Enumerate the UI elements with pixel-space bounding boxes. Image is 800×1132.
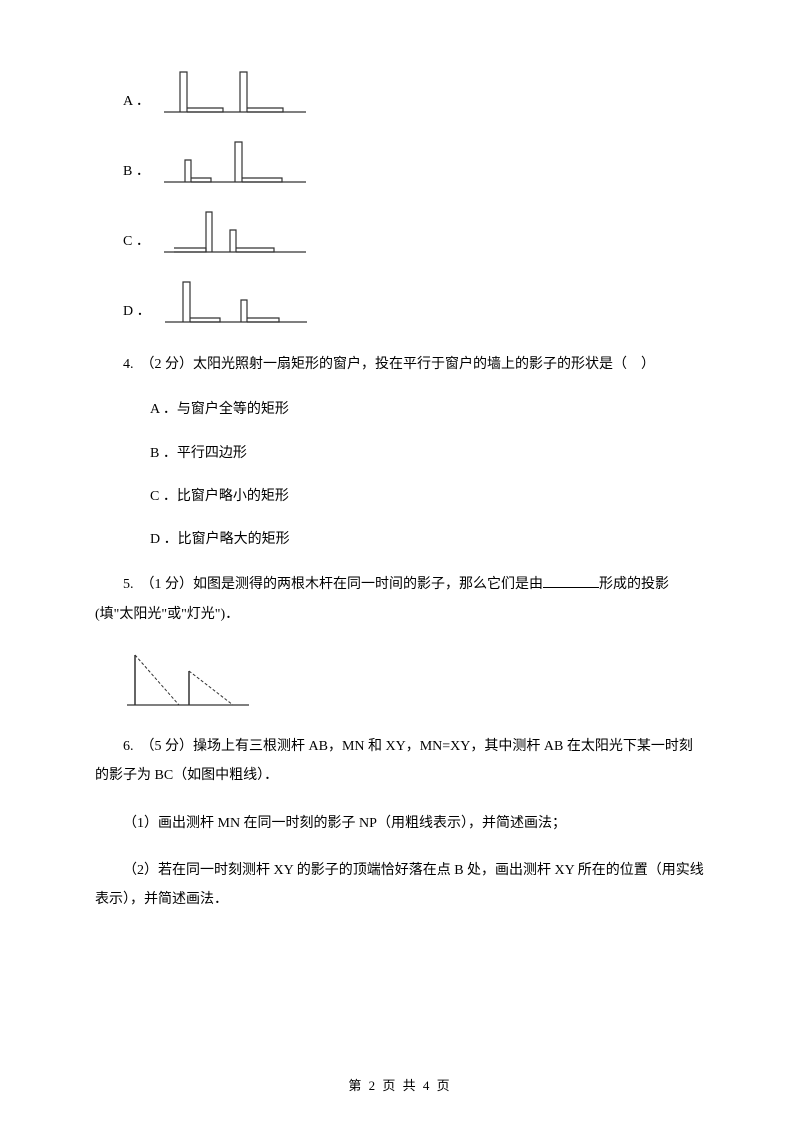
q4-option-d: D ．比窗户略大的矩形 bbox=[95, 527, 705, 552]
q4-option-c: C ．比窗户略小的矩形 bbox=[95, 484, 705, 509]
q5-figure bbox=[123, 647, 253, 712]
q6-part1: （1）画出测杆 MN 在同一时刻的影子 NP（用粗线表示），并简述画法； bbox=[95, 809, 705, 838]
option-d-row: D ． bbox=[95, 280, 705, 330]
option-c-figure bbox=[160, 210, 310, 260]
q6-part2: （2）若在同一时刻测杆 XY 的影子的顶端恰好落在点 B 处，画出测杆 XY 所… bbox=[95, 856, 705, 915]
option-c-row: C ． bbox=[95, 210, 705, 260]
option-b-figure bbox=[160, 140, 310, 190]
option-b-row: B ． bbox=[95, 140, 705, 190]
option-d-figure bbox=[161, 280, 311, 330]
option-a-row: A ． bbox=[95, 70, 705, 120]
option-a-label: A ． bbox=[123, 89, 150, 120]
option-d-label: D ． bbox=[123, 299, 151, 330]
page-footer: 第 2 页 共 4 页 bbox=[0, 1074, 800, 1097]
q5-stem: 5. （1 分）如图是测得的两根木杆在同一时间的影子，那么它们是由形成的投影(填… bbox=[95, 570, 705, 629]
q4-option-b: B ．平行四边形 bbox=[95, 441, 705, 466]
option-b-label: B ． bbox=[123, 159, 150, 190]
q5-blank bbox=[543, 574, 599, 588]
option-c-label: C ． bbox=[123, 229, 150, 260]
option-a-figure bbox=[160, 70, 310, 120]
q4-option-a: A ．与窗户全等的矩形 bbox=[95, 397, 705, 422]
q5-stem-pre: 5. （1 分）如图是测得的两根木杆在同一时间的影子，那么它们是由 bbox=[123, 577, 543, 592]
q4-stem: 4. （2 分）太阳光照射一扇矩形的窗户，投在平行于窗户的墙上的影子的形状是（ … bbox=[95, 350, 705, 379]
q6-stem: 6. （5 分）操场上有三根测杆 AB，MN 和 XY，MN=XY，其中测杆 A… bbox=[95, 732, 705, 791]
